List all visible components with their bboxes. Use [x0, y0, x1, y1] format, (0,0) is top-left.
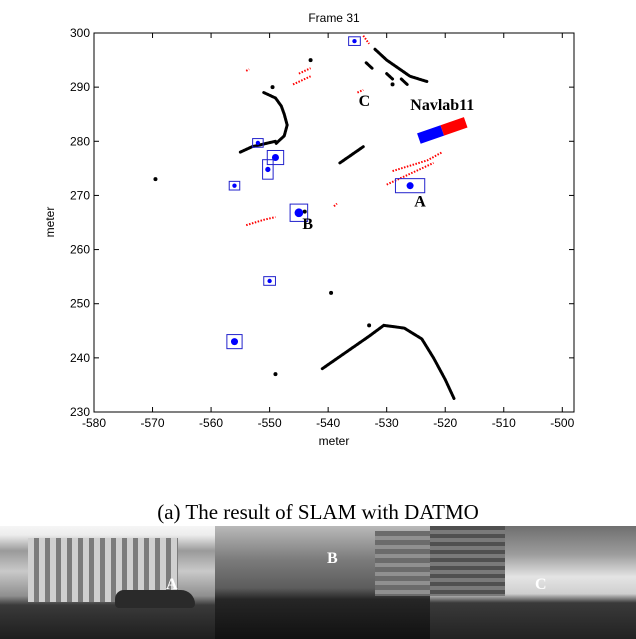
y-tick-label: 270 — [70, 188, 90, 202]
tracked-object-box — [226, 334, 243, 350]
static-point — [390, 82, 395, 87]
y-tick-label: 230 — [70, 405, 90, 419]
building-right — [375, 531, 430, 596]
static-obstacle-trace — [364, 61, 374, 70]
y-axis-label: meter — [43, 207, 57, 238]
x-tick-label: -520 — [433, 416, 457, 430]
moving-object-track — [298, 67, 312, 75]
moving-object-track — [333, 202, 338, 207]
scatter-chart: -580 -570 -560 -550 -540 -530 -520 -510 -500 230 2… — [43, 11, 575, 448]
photo-label-c: C — [535, 576, 547, 593]
static-point — [153, 177, 158, 182]
static-obstacle-trace — [338, 145, 365, 165]
photo-label-b: B — [327, 550, 338, 567]
tracked-object-point — [265, 166, 271, 173]
x-tick-label: -570 — [141, 416, 165, 430]
static-obstacle-trace — [385, 72, 395, 81]
tracked-object-point — [255, 140, 261, 146]
x-tick-label: -560 — [199, 416, 223, 430]
tracked-object-point — [352, 38, 357, 44]
x-tick-label: -500 — [550, 416, 574, 430]
tracked-object-box — [263, 276, 276, 286]
photo-panel-street — [215, 526, 430, 639]
static-obstacle-trace — [320, 323, 456, 400]
static-point — [367, 323, 372, 328]
building-left — [430, 526, 505, 596]
x-tick-label: -540 — [316, 416, 340, 430]
moving-object-track — [356, 88, 364, 94]
static-point — [270, 85, 275, 90]
moving-object-track — [245, 68, 250, 72]
x-axis-label: meter — [319, 434, 350, 448]
y-tick-label: 280 — [70, 134, 90, 148]
axis-text: -580 -570 -560 -550 -540 -530 -520 -510 -500 230 2… — [43, 11, 575, 448]
photo-panel-building — [0, 526, 215, 639]
annotation-label: B — [302, 216, 313, 233]
tracked-object-box — [252, 138, 264, 148]
tracked-object-box — [289, 203, 309, 222]
static-obstacle-trace — [262, 91, 289, 146]
tracked-object-point — [406, 182, 414, 190]
photo-label-a: A — [166, 576, 178, 593]
tracked-object-point — [294, 208, 304, 218]
axes — [93, 32, 575, 413]
tracked-object-point — [230, 338, 239, 346]
annotation-label: A — [414, 193, 426, 210]
photo-panel-open-road — [430, 526, 636, 639]
figure-caption: (a) The result of SLAM with DATMO — [157, 500, 479, 524]
tracked-object-box — [348, 36, 361, 46]
tracked-object-box — [262, 159, 274, 180]
tracked-object-box — [228, 180, 241, 191]
y-tick-label: 240 — [70, 351, 90, 365]
plot-frame — [93, 32, 575, 413]
street-photo-strip: A B C — [0, 526, 636, 639]
static-point — [329, 290, 334, 295]
ego-vehicle-rear — [417, 125, 445, 144]
y-tick-label: 250 — [70, 297, 90, 311]
tracked-object-point — [267, 278, 272, 284]
tracked-object-point — [271, 154, 279, 162]
x-tick-label: -550 — [258, 416, 282, 430]
moving-object-track — [392, 151, 443, 173]
y-tick-label: 260 — [70, 243, 90, 257]
moving-object-track — [362, 35, 370, 45]
static-point — [273, 372, 278, 377]
x-tick-label: -510 — [492, 416, 516, 430]
annotation-label: Navlab11 — [410, 97, 474, 114]
chart-title: Frame 31 — [308, 11, 360, 25]
annotation-label: C — [359, 93, 371, 110]
moving-object-track — [245, 216, 276, 227]
y-tick-label: 300 — [70, 26, 90, 40]
tracked-object-box — [394, 178, 426, 194]
static-point — [302, 209, 307, 214]
static-point — [308, 58, 313, 63]
static-obstacle-trace — [399, 77, 409, 86]
plot-data — [153, 35, 468, 400]
ego-vehicle-front — [440, 117, 468, 136]
static-obstacle-trace — [373, 47, 430, 84]
x-tick-label: -530 — [375, 416, 399, 430]
tracked-object-box — [266, 149, 285, 166]
tracked-object-point — [232, 183, 237, 188]
x-tick-label: -580 — [82, 416, 106, 430]
static-obstacle-trace — [238, 139, 277, 154]
car-silhouette — [115, 590, 195, 608]
moving-object-track — [292, 75, 312, 86]
y-tick-label: 290 — [70, 80, 90, 94]
